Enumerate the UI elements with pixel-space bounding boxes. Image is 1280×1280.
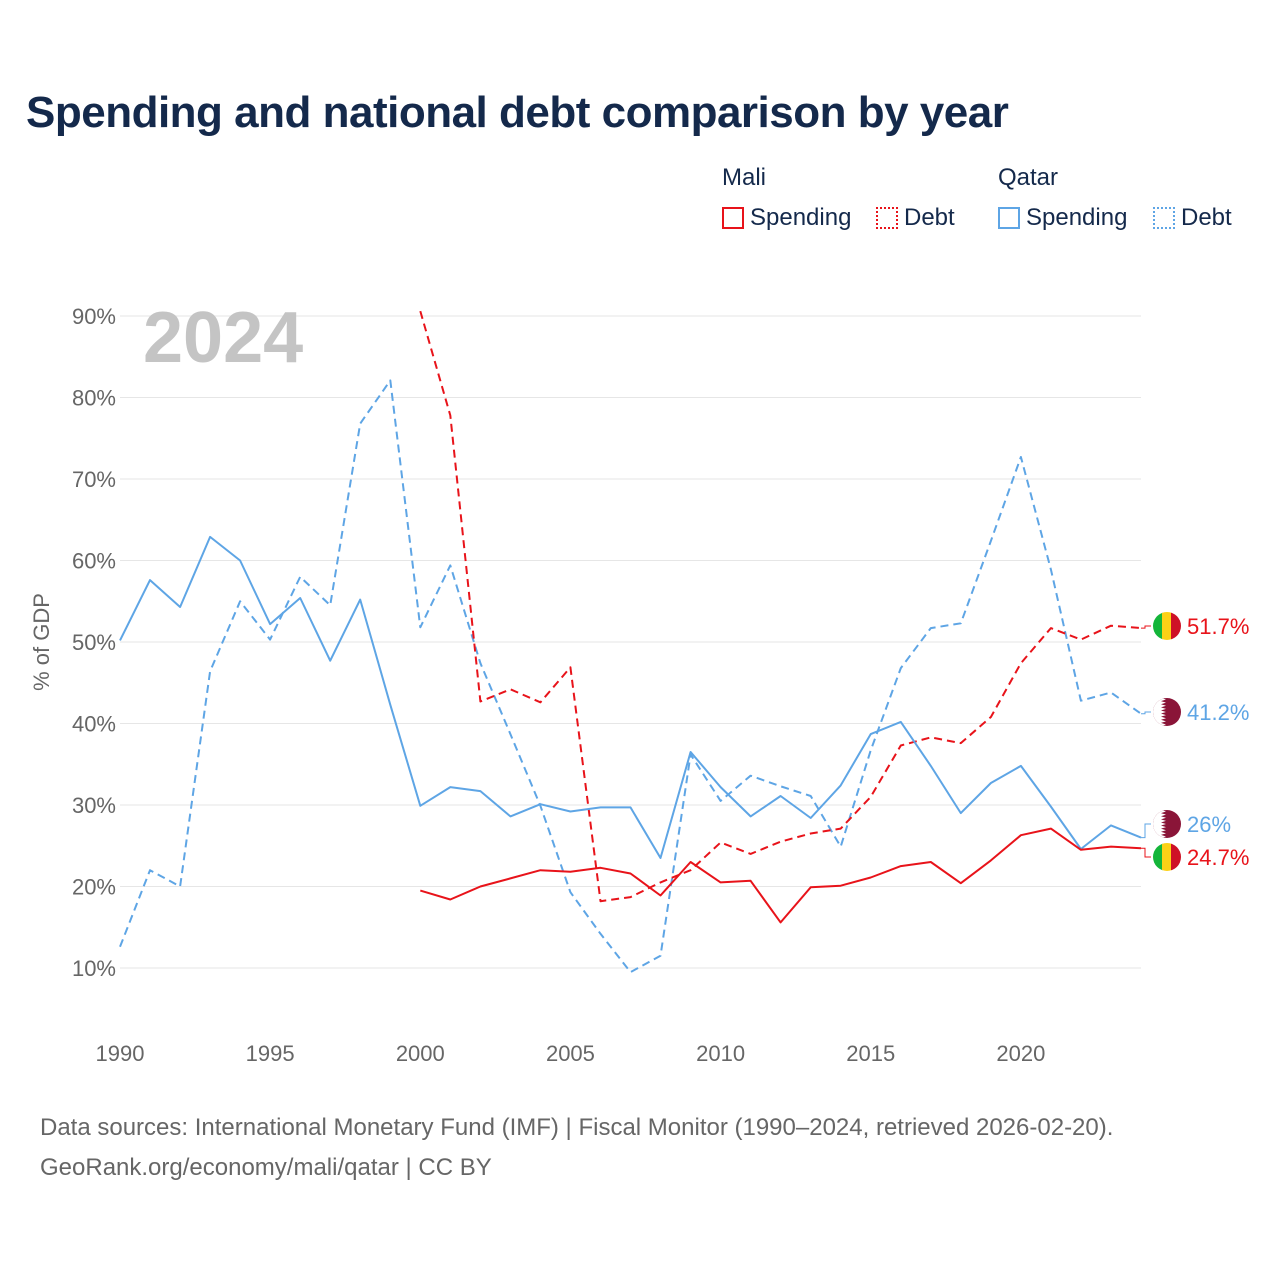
legend-label: Spending — [1026, 204, 1128, 231]
legend-qatar-debt[interactable]: Debt — [1153, 204, 1232, 232]
legend-swatch-qatar-debt — [1153, 207, 1175, 229]
gridlines — [120, 315, 1141, 969]
sources: Data sources: International Monetary Fun… — [40, 1108, 1113, 1188]
y-tick-label: 60% — [72, 549, 116, 574]
mali-flag-icon — [1153, 843, 1181, 871]
y-tick-label: 40% — [72, 712, 116, 737]
y-tick-label: 80% — [72, 386, 116, 411]
end-label-mali-debt: 51.7% — [1187, 614, 1249, 639]
end-labels: 51.7% 41.2% 26% 24.7% — [1141, 612, 1249, 871]
end-label-qatar-spending: 26% — [1187, 812, 1231, 837]
legend-label: Debt — [904, 204, 955, 231]
mali-flag-icon — [1153, 612, 1181, 640]
x-tick-label: 2005 — [546, 1041, 595, 1066]
y-tick-label: 30% — [72, 793, 116, 818]
series-line-qatar-spending[interactable] — [119, 535, 1142, 859]
y-tick-label: 90% — [72, 304, 116, 329]
y-axis-label: % of GDP — [29, 593, 54, 691]
y-axis: 10% 20% 30% 40% 50% 60% 70% 80% 90% — [72, 304, 116, 981]
y-tick-label: 70% — [72, 467, 116, 492]
legend-swatch-qatar-spending — [998, 207, 1020, 229]
end-label-mali-spending: 24.7% — [1187, 845, 1249, 870]
series-line-qatar-debt[interactable] — [119, 379, 1142, 974]
line-chart: 2024 10%20%30%40%50%60%70%80%90% 1990 199… — [29, 298, 1249, 1066]
series-line-mali-debt[interactable] — [419, 310, 1142, 903]
end-label-connector — [1141, 625, 1151, 629]
year-badge: 2024 — [143, 298, 303, 378]
y-tick-label: 50% — [72, 630, 116, 655]
sources-line-1: Data sources: International Monetary Fun… — [40, 1114, 1114, 1141]
legend-label: Spending — [750, 204, 852, 231]
end-label-qatar-debt: 41.2% — [1187, 700, 1249, 725]
legend-qatar-spending[interactable]: Spending — [998, 204, 1127, 232]
x-tick-label: 2020 — [996, 1041, 1045, 1066]
legend-label: Debt — [1181, 204, 1232, 231]
qatar-flag-icon — [1153, 698, 1181, 726]
x-tick-label: 1995 — [246, 1041, 295, 1066]
legend-mali-debt[interactable]: Debt — [876, 204, 955, 232]
end-label-connector — [1141, 847, 1151, 858]
x-tick-label: 2000 — [396, 1041, 445, 1066]
end-label-connector — [1141, 823, 1151, 839]
x-tick-label: 2015 — [846, 1041, 895, 1066]
x-tick-label: 2010 — [696, 1041, 745, 1066]
legend-group-mali: Mali — [722, 164, 767, 191]
chart-title: Spending and national debt comparison by… — [26, 88, 1009, 137]
sources-line-2[interactable]: GeoRank.org/economy/mali/qatar | CC BY — [40, 1154, 492, 1181]
x-tick-label: 1990 — [96, 1041, 145, 1066]
legend-mali-spending[interactable]: Spending — [722, 204, 851, 232]
series-group — [119, 310, 1142, 974]
legend-group-qatar: Qatar — [998, 164, 1059, 191]
x-axis: 1990 1995 2000 2005 2010 2015 2020 — [96, 1041, 1046, 1066]
end-label-connector — [1141, 711, 1151, 715]
y-tick-label: 10% — [72, 956, 116, 981]
series-line-mali-spending[interactable] — [420, 827, 1142, 924]
legend-swatch-mali-spending — [722, 207, 744, 229]
qatar-flag-icon — [1153, 810, 1181, 838]
y-tick-label: 20% — [72, 875, 116, 900]
legend-swatch-mali-debt — [876, 207, 898, 229]
